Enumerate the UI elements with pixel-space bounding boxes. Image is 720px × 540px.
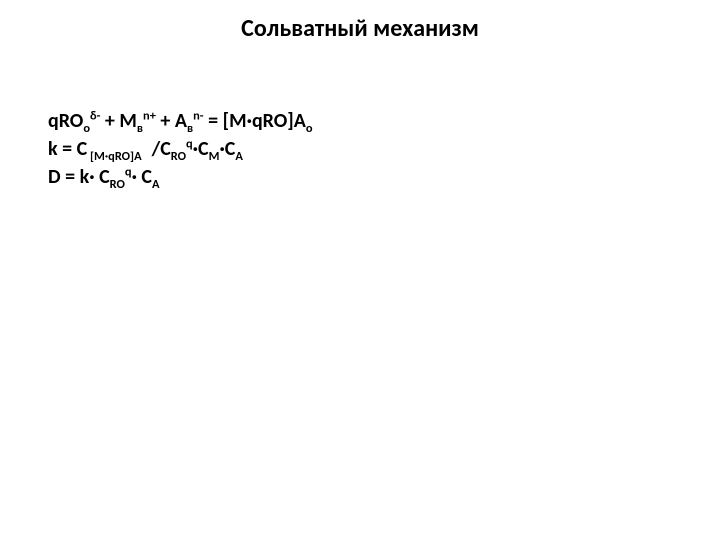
eq2-keq: k = C: [48, 137, 87, 161]
equation-1: qROоδ- + Mвn+ + Aвn- = [M·qRO]Aо: [48, 108, 668, 134]
eq2-ro-sub: RO: [171, 149, 186, 164]
eq2-dotc2: ·C: [219, 137, 235, 161]
eq1-qro: qRO: [48, 109, 83, 133]
eq2-slash: /C: [152, 137, 171, 161]
slide: Сольватный механизм qROоδ- + Mвn+ + Aвn-…: [0, 0, 720, 540]
eq1-plus1: +: [100, 109, 119, 133]
eq3-deq: D = k· C: [48, 165, 110, 189]
eq2-idx: [M·qRO]A: [87, 149, 141, 164]
eq2-m-sub: M: [209, 149, 220, 164]
slide-title: Сольватный механизм: [0, 14, 720, 43]
eq1-plus2: +: [156, 109, 175, 133]
slide-body: qROоδ- + Mвn+ + Aвn- = [M·qRO]Aо k = C […: [48, 108, 668, 192]
eq3-q-sup: q: [125, 164, 132, 179]
eq1-close: ]A: [287, 109, 306, 133]
eq3-a-sub: A: [152, 177, 160, 192]
eq1-a: A: [175, 109, 187, 133]
eq3-ro-sub: RO: [110, 177, 125, 192]
eq1-o-sub: о: [83, 121, 90, 136]
equation-2: k = C [M·qRO]A/CROq·CM·CA: [48, 136, 668, 162]
eq1-delta-sup: δ-: [90, 108, 100, 123]
eq1-nminus-sup: n-: [193, 108, 203, 123]
eq1-o2-sub: о: [306, 121, 313, 136]
eq1-m: M: [119, 109, 136, 133]
eq1-nplus-sup: n+: [143, 108, 156, 123]
eq3-dotc: · C: [132, 165, 152, 189]
eq2-dotc1: ·C: [193, 137, 209, 161]
eq2-q-sup: q: [186, 136, 193, 151]
eq1-mqro: M·qRO: [229, 109, 287, 133]
eq1-equals: = [: [204, 109, 230, 133]
equation-3: D = k· CROq· CA: [48, 164, 668, 190]
eq2-a-sub: A: [235, 149, 243, 164]
